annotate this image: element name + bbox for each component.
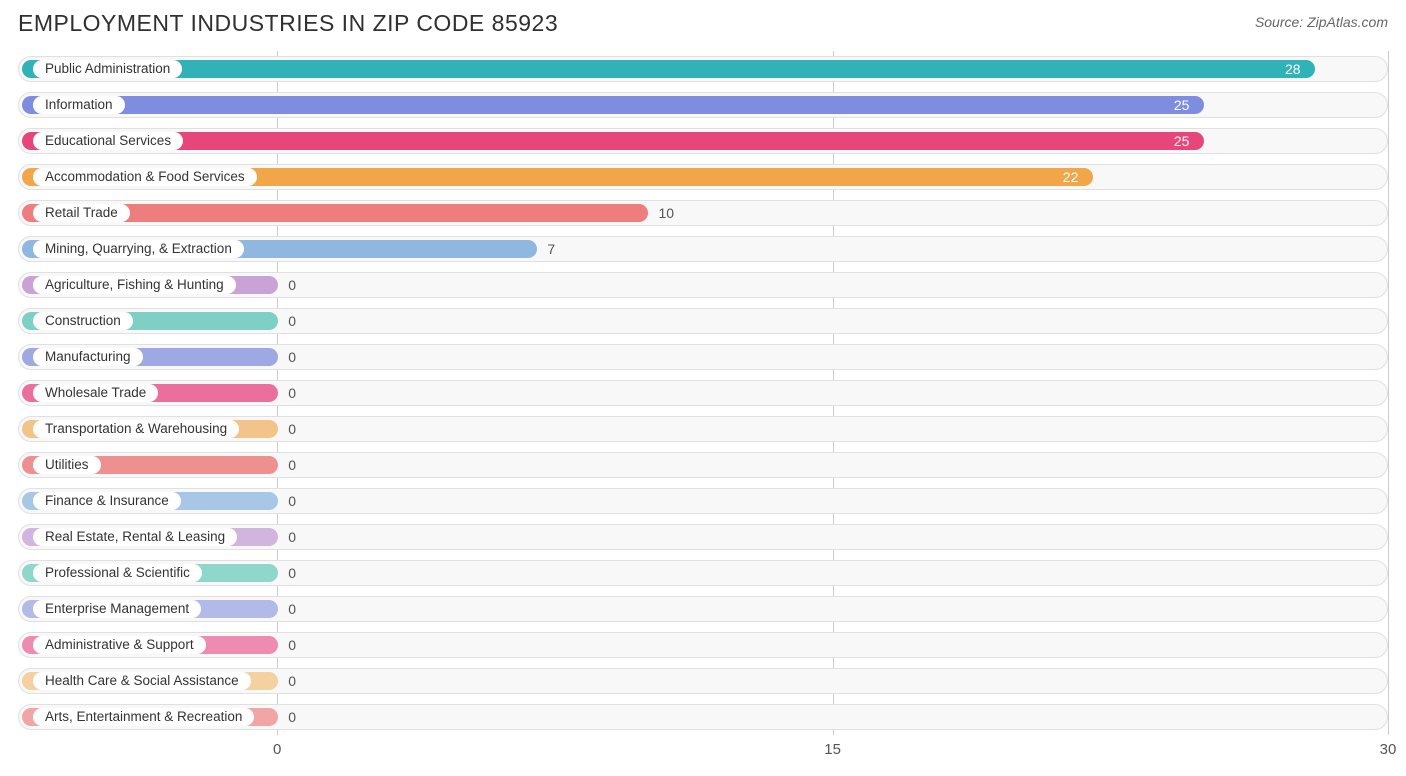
chart-source: Source: ZipAtlas.com [1255,14,1388,30]
bar-track: Finance & Insurance 0 [18,488,1388,514]
category-label: Professional & Scientific [33,564,202,582]
category-label: Accommodation & Food Services [33,168,257,186]
category-label: Construction [33,312,133,330]
value-label: 0 [288,565,296,581]
bar-track: Agriculture, Fishing & Hunting 0 [18,272,1388,298]
chart-plot-area: 01530Public Administration28Information2… [18,51,1388,761]
bar-row: Professional & Scientific 0 [18,555,1388,591]
bar [22,132,1204,150]
bar-row: Mining, Quarrying, & Extraction 7 [18,231,1388,267]
bar [22,96,1204,114]
category-label: Administrative & Support [33,636,206,654]
bar-track: Enterprise Management 0 [18,596,1388,622]
category-label: Transportation & Warehousing [33,420,239,438]
bar-track: Real Estate, Rental & Leasing 0 [18,524,1388,550]
x-tick-label: 30 [1380,741,1397,758]
bar-track: Mining, Quarrying, & Extraction 7 [18,236,1388,262]
value-label: 0 [288,493,296,509]
bar-track: Construction 0 [18,308,1388,334]
value-label: 25 [1174,97,1190,113]
category-label: Real Estate, Rental & Leasing [33,528,237,546]
bar-row: Finance & Insurance 0 [18,483,1388,519]
bar-row: Public Administration 28 [18,51,1388,87]
x-tick-label: 15 [824,741,841,758]
value-label: 0 [288,457,296,473]
bar-track: Utilities 0 [18,452,1388,478]
bar-track: Accommodation & Food Services 22 [18,164,1388,190]
bar-track: Transportation & Warehousing 0 [18,416,1388,442]
category-label: Manufacturing [33,348,143,366]
category-label: Enterprise Management [33,600,201,618]
bar-row: Accommodation & Food Services 22 [18,159,1388,195]
bar-track: Health Care & Social Assistance 0 [18,668,1388,694]
value-label: 0 [288,673,296,689]
bar-row: Utilities 0 [18,447,1388,483]
bar-row: Arts, Entertainment & Recreation 0 [18,699,1388,735]
bar-track: Professional & Scientific 0 [18,560,1388,586]
chart-header: EMPLOYMENT INDUSTRIES IN ZIP CODE 85923 … [18,10,1388,37]
bar-row: Retail Trade 10 [18,195,1388,231]
gridline [1388,51,1389,735]
value-label: 22 [1063,169,1079,185]
value-label: 0 [288,601,296,617]
category-label: Utilities [33,456,101,474]
bar-track: Educational Services 25 [18,128,1388,154]
chart-title: EMPLOYMENT INDUSTRIES IN ZIP CODE 85923 [18,10,558,37]
value-label: 28 [1285,61,1301,77]
bar-row: Manufacturing 0 [18,339,1388,375]
value-label: 10 [658,205,674,221]
value-label: 7 [547,241,555,257]
value-label: 0 [288,637,296,653]
category-label: Health Care & Social Assistance [33,672,251,690]
bar-track: Arts, Entertainment & Recreation 0 [18,704,1388,730]
x-tick-label: 0 [273,741,281,758]
value-label: 0 [288,349,296,365]
category-label: Finance & Insurance [33,492,181,510]
category-label: Educational Services [33,132,183,150]
chart-container: 01530Public Administration28Information2… [18,51,1388,761]
bar-track: Manufacturing 0 [18,344,1388,370]
category-label: Public Administration [33,60,182,78]
category-label: Retail Trade [33,204,130,222]
bar-track: Wholesale Trade 0 [18,380,1388,406]
category-label: Wholesale Trade [33,384,158,402]
bar-row: Agriculture, Fishing & Hunting 0 [18,267,1388,303]
value-label: 0 [288,277,296,293]
bar-row: Educational Services 25 [18,123,1388,159]
bar-row: Health Care & Social Assistance 0 [18,663,1388,699]
bar-track: Administrative & Support 0 [18,632,1388,658]
bar-row: Wholesale Trade 0 [18,375,1388,411]
value-label: 0 [288,421,296,437]
bar-track: Public Administration 28 [18,56,1388,82]
value-label: 25 [1174,133,1190,149]
value-label: 0 [288,709,296,725]
bar-row: Information 25 [18,87,1388,123]
category-label: Information [33,96,125,114]
value-label: 0 [288,385,296,401]
bar [22,60,1315,78]
bar-track: Information 25 [18,92,1388,118]
bar-row: Transportation & Warehousing 0 [18,411,1388,447]
bar-track: Retail Trade 10 [18,200,1388,226]
category-label: Arts, Entertainment & Recreation [33,708,254,726]
bar-row: Real Estate, Rental & Leasing 0 [18,519,1388,555]
value-label: 0 [288,313,296,329]
bar-row: Enterprise Management 0 [18,591,1388,627]
value-label: 0 [288,529,296,545]
category-label: Mining, Quarrying, & Extraction [33,240,244,258]
category-label: Agriculture, Fishing & Hunting [33,276,236,294]
bar-row: Administrative & Support 0 [18,627,1388,663]
bar-row: Construction 0 [18,303,1388,339]
